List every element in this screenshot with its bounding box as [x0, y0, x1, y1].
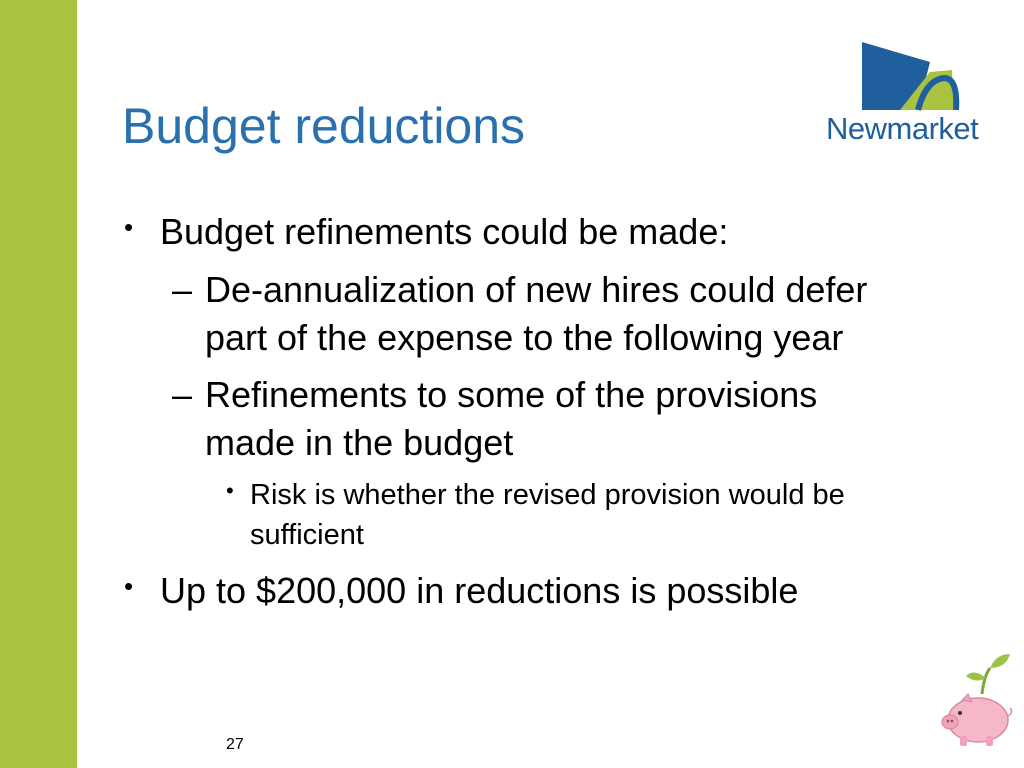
page-number: 27 [226, 736, 244, 753]
bullet-marker: • [124, 212, 134, 242]
subsubitem-text: Risk is whether the revised provision wo… [250, 479, 845, 511]
subitem-text: Refinements to some of the provisions [205, 374, 818, 415]
left-accent-bar [0, 0, 77, 768]
piggy-bank-sprout-icon [941, 654, 1013, 746]
dash-marker: – [172, 269, 193, 310]
newmarket-logo-icon [862, 42, 960, 111]
bullet-text: Up to $200,000 in reductions is possible [160, 570, 799, 611]
dash-marker: – [172, 374, 193, 415]
subsubitem-text: sufficient [250, 519, 364, 551]
subitem-text: made in the budget [205, 422, 514, 463]
bullet-text: Budget refinements could be made: [160, 211, 729, 252]
slide-title: Budget reductions [122, 98, 526, 154]
bullet-marker: • [124, 571, 134, 601]
subitem-text: De-annualization of new hires could defe… [205, 269, 868, 310]
bullet-marker: • [226, 478, 234, 503]
logo-wordmark: Newmarket [826, 111, 979, 146]
subitem-text: part of the expense to the following yea… [205, 317, 844, 358]
